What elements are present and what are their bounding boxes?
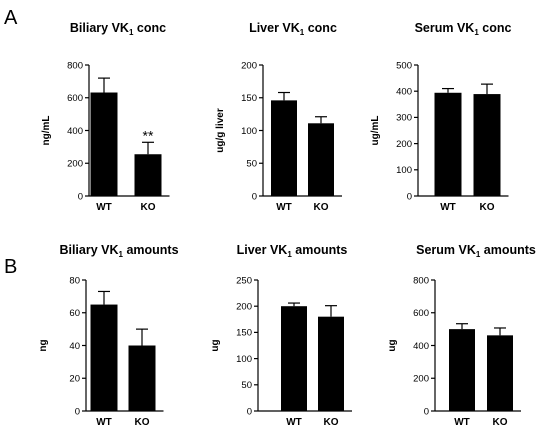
chart-title-subscript: 1 [287,250,292,259]
chart-title: Biliary VK1 conc [70,21,166,37]
y-axis-label: ug [210,339,221,351]
y-tick-label: 100 [396,165,412,176]
chart-title: Serum VK1 conc [415,21,512,37]
y-tick-label: 200 [396,139,412,150]
chart-title: Serum VK1 amounts [416,243,536,259]
chart-title-suffix: conc [304,21,337,35]
category-label-ko: KO [314,202,329,213]
bar-ko [308,123,334,196]
y-tick-label: 800 [67,60,83,71]
category-label-ko: KO [493,417,508,428]
y-tick-label: 100 [241,126,257,137]
bar-wt [271,100,297,196]
y-tick-label: 80 [69,275,80,286]
chart-title-main: Liver VK [249,21,300,35]
y-tick-label: 100 [236,354,252,365]
chart-title-suffix: conc [479,21,512,35]
chart-title-subscript: 1 [474,28,479,37]
y-tick-label: 50 [246,159,257,170]
chart-2: Liver VK1 conc 0 50 100 150 200 ug/g liver WT KO [215,21,342,213]
chart-title-main: Biliary VK [59,243,118,257]
category-label-wt: WT [440,202,456,213]
chart-title-subscript: 1 [119,250,124,259]
chart-title-subscript: 1 [476,250,481,259]
y-tick-label: 400 [67,126,83,137]
chart-1: Biliary VK1 conc 0 200 400 600 800 ng/mL WT KO ** [41,21,170,213]
y-tick-label: 400 [396,87,412,98]
y-tick-label: 0 [247,406,252,417]
y-axis-label: ug/mL [370,116,381,146]
bar-ko [318,316,344,411]
bar-wt [434,92,462,196]
significance-marker: ** [143,127,154,143]
y-tick-label: 500 [396,60,412,71]
chart-title-main: Serum VK [416,243,476,257]
chart-title-suffix: conc [133,21,166,35]
y-tick-label: 0 [75,406,80,417]
category-label-wt: WT [96,417,112,428]
category-label-wt: WT [454,417,470,428]
chart-6: Serum VK1 amounts 0 200 400 600 800 ug WT KO [387,243,536,428]
chart-title-main: Serum VK [415,21,475,35]
chart-title: Liver VK1 amounts [237,243,348,259]
y-tick-label: 50 [241,380,252,391]
y-tick-label: 60 [69,308,80,319]
bar-wt [449,329,475,411]
bar-wt [281,306,307,411]
chart-title-main: Biliary VK [70,21,129,35]
y-tick-label: 0 [78,191,83,202]
y-tick-label: 200 [67,159,83,170]
chart-title-main: Liver VK [237,243,288,257]
y-tick-label: 200 [236,302,252,313]
chart-title-suffix: amounts [480,243,536,257]
y-axis-label: ng [38,339,49,351]
category-label-ko: KO [480,202,495,213]
category-label-ko: KO [324,417,339,428]
chart-4: Biliary VK1 amounts 0 20 40 60 80 ng WT KO [38,243,179,428]
bar-wt [90,304,118,411]
panel-label-b: B [4,256,17,278]
y-tick-label: 0 [424,406,429,417]
y-tick-label: 600 [413,308,429,319]
y-tick-label: 250 [236,275,252,286]
chart-title-suffix: amounts [123,243,179,257]
category-label-wt: WT [96,202,112,213]
y-axis-label: ng/mL [41,116,52,146]
y-tick-label: 200 [413,374,429,385]
chart-title-subscript: 1 [300,28,305,37]
chart-title: Biliary VK1 amounts [59,243,178,259]
chart-3: Serum VK1 conc 0 100 200 300 400 500 ug/mL WT KO [370,21,511,213]
bar-ko [473,94,501,196]
y-tick-label: 150 [236,328,252,339]
chart-5: Liver VK1 amounts 0 50 100 150 200 250 ug WT KO [210,243,352,428]
bar-ko [134,154,162,196]
chart-title: Liver VK1 conc [249,21,337,37]
y-tick-label: 600 [67,93,83,104]
category-label-wt: WT [276,202,292,213]
y-tick-label: 300 [396,113,412,124]
category-label-ko: KO [135,417,150,428]
panel-label-a: A [4,7,18,29]
y-tick-label: 150 [241,93,257,104]
bar-wt [90,92,118,196]
y-tick-label: 0 [252,191,257,202]
y-tick-label: 400 [413,341,429,352]
bar-ko [128,345,156,411]
y-axis-label: ug/g liver [215,108,226,153]
category-label-ko: KO [141,202,156,213]
chart-title-suffix: amounts [292,243,348,257]
y-tick-label: 40 [69,341,80,352]
chart-title-subscript: 1 [129,28,134,37]
y-axis-label: ug [387,339,398,351]
y-tick-label: 20 [69,374,80,385]
category-label-wt: WT [286,417,302,428]
y-tick-label: 800 [413,275,429,286]
bar-ko [487,335,513,411]
y-tick-label: 0 [407,191,412,202]
y-tick-label: 200 [241,60,257,71]
